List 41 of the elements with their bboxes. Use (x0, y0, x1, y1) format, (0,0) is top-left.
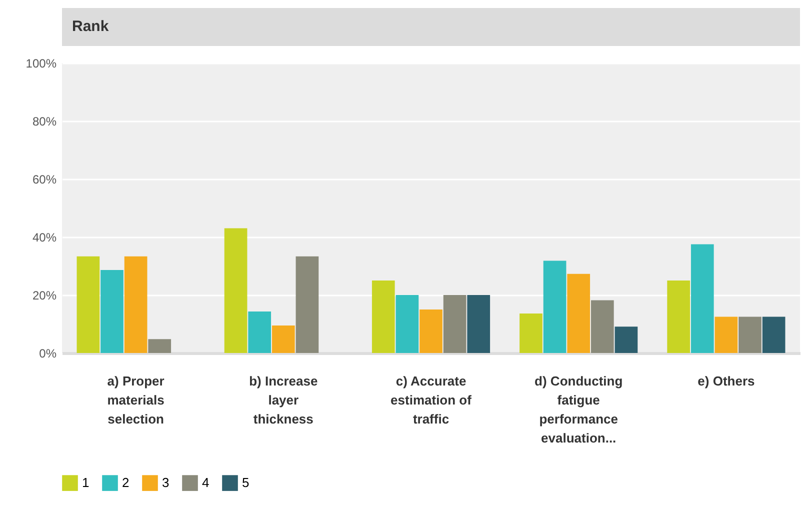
x-tick-label: e) Others (698, 374, 755, 388)
x-tick-label: c) Accurate estimation of traffic (390, 374, 472, 426)
bar (372, 280, 395, 353)
x-tick-label: b) Increase layer thickness (249, 374, 318, 426)
bar (100, 270, 124, 353)
legend-label: 5 (242, 475, 250, 490)
bar (467, 295, 490, 353)
bar (667, 280, 690, 353)
bar (567, 274, 590, 353)
bar (124, 256, 148, 353)
bar (420, 310, 442, 353)
header-panel: Rank (62, 8, 800, 46)
chart-title: Rank (72, 18, 109, 35)
y-tick-label: 100% (26, 56, 57, 70)
bar (690, 244, 714, 353)
bar (248, 312, 272, 353)
x-tick-label: a) Proper materials selection (107, 374, 164, 426)
y-tick-label: 20% (32, 288, 57, 302)
bar (543, 260, 566, 353)
bar (714, 316, 738, 353)
y-tick-label: 80% (32, 114, 57, 128)
bar (738, 316, 762, 353)
bar (396, 295, 419, 353)
x-tick-label: d) Conducting fatigue performance evaluation... (534, 374, 623, 446)
bar (614, 326, 638, 353)
legend-label: 2 (122, 475, 130, 490)
legend-label: 3 (162, 475, 170, 490)
y-tick-label: 60% (32, 172, 57, 186)
bar (296, 256, 319, 353)
bar (443, 295, 466, 353)
y-tick-label: 0% (39, 346, 57, 360)
bar (148, 339, 172, 353)
legend-label: 4 (202, 475, 210, 490)
bar (224, 228, 248, 353)
bar (76, 256, 100, 353)
bar (520, 314, 542, 353)
bar (272, 325, 295, 353)
y-tick-label: 40% (32, 230, 57, 244)
bar (762, 316, 786, 353)
legend-label: 1 (82, 475, 90, 490)
bar (590, 300, 614, 353)
